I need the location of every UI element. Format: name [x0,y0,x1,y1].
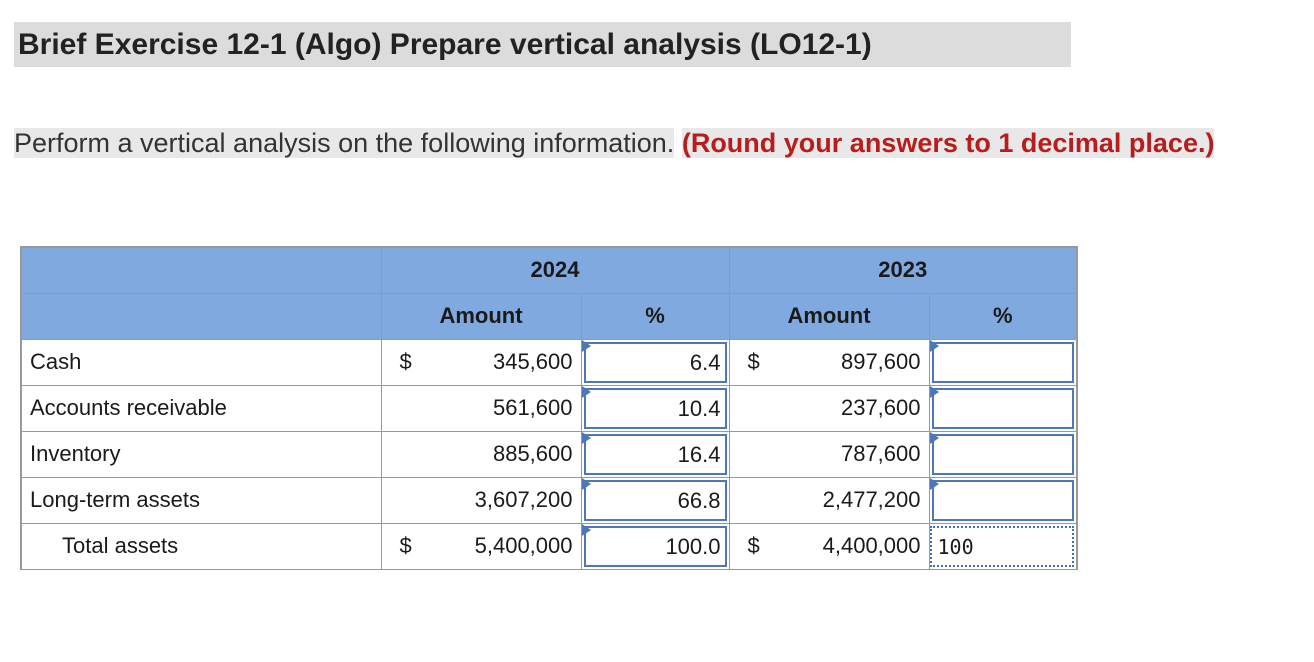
pct-2024-header: % [580,293,729,340]
amount-2024: 3,607,200 [429,477,581,524]
total-amount-2024: 5,400,000 [429,523,581,570]
instruction-text: Perform a vertical analysis on the follo… [14,128,675,158]
row-label-cash: Cash [20,339,381,386]
pct-2023-input[interactable] [931,341,1074,383]
year-2024-header: 2024 [380,246,729,294]
exercise-title: Brief Exercise 12-1 (Algo) Prepare verti… [14,22,1071,67]
amount-2023: 787,600 [777,431,929,478]
amount-2023-header: Amount [728,293,929,340]
pct-2023-input[interactable] [931,433,1074,475]
cell-marker-icon [581,477,591,490]
amount-2023: 897,600 [777,339,929,386]
year-header-row: 2024 2023 [20,246,1078,294]
currency-symbol: $ [380,523,429,570]
table-row: Long-term assets 3,607,200 66.8 2,477,20… [20,477,1078,524]
amount-2024: 885,600 [429,431,581,478]
currency-symbol: $ [380,339,429,386]
amount-2023: 237,600 [777,385,929,432]
table-row: Accounts receivable 561,600 10.4 237,600 [20,385,1078,432]
amount-2024: 561,600 [429,385,581,432]
pct-2023-input[interactable] [931,479,1074,521]
cell-marker-icon [929,477,939,490]
pct-2024-field[interactable]: 10.4 [583,387,727,429]
row-label-receivable: Accounts receivable [20,385,381,432]
cell-marker-icon [929,385,939,398]
amount-2024: 345,600 [429,339,581,386]
total-row: Total assets $ 5,400,000 100.0 $ 4,400,0… [20,523,1078,570]
cell-marker-icon [581,431,591,444]
cell-marker-icon [581,523,591,536]
currency-symbol: $ [728,523,777,570]
instruction-emphasis: (Round your answers to 1 decimal place.) [681,128,1215,158]
cell-marker-icon [929,339,939,352]
table-row: Inventory 885,600 16.4 787,600 [20,431,1078,478]
cell-marker-icon [581,339,591,352]
row-label-inventory: Inventory [20,431,381,478]
total-amount-2023: 4,400,000 [777,523,929,570]
pct-2024-field[interactable]: 66.8 [583,479,727,521]
table-row: Cash $ 345,600 6.4 $ 897,600 [20,339,1078,386]
total-pct-2024-field[interactable]: 100.0 [583,525,727,567]
row-label-long-term: Long-term assets [20,477,381,524]
cell-marker-icon [929,431,939,444]
amount-2023: 2,477,200 [777,477,929,524]
amount-2024-header: Amount [380,293,581,340]
pct-2023-header: % [928,293,1078,340]
pct-2024-field[interactable]: 6.4 [583,341,727,383]
instructions: Perform a vertical analysis on the follo… [14,125,1284,162]
cell-marker-icon [581,385,591,398]
column-header-row: Amount % Amount % [20,293,1078,340]
vertical-analysis-table: 2024 2023 Amount % Amount % Cash $ 345,6… [20,246,1078,570]
pct-2024-field[interactable]: 16.4 [583,433,727,475]
year-2023-header: 2023 [728,246,1078,294]
row-label-total: Total assets [20,523,381,570]
pct-2023-input[interactable] [931,387,1074,429]
total-pct-2023-input[interactable]: 100 [929,525,1074,567]
currency-symbol: $ [728,339,777,386]
